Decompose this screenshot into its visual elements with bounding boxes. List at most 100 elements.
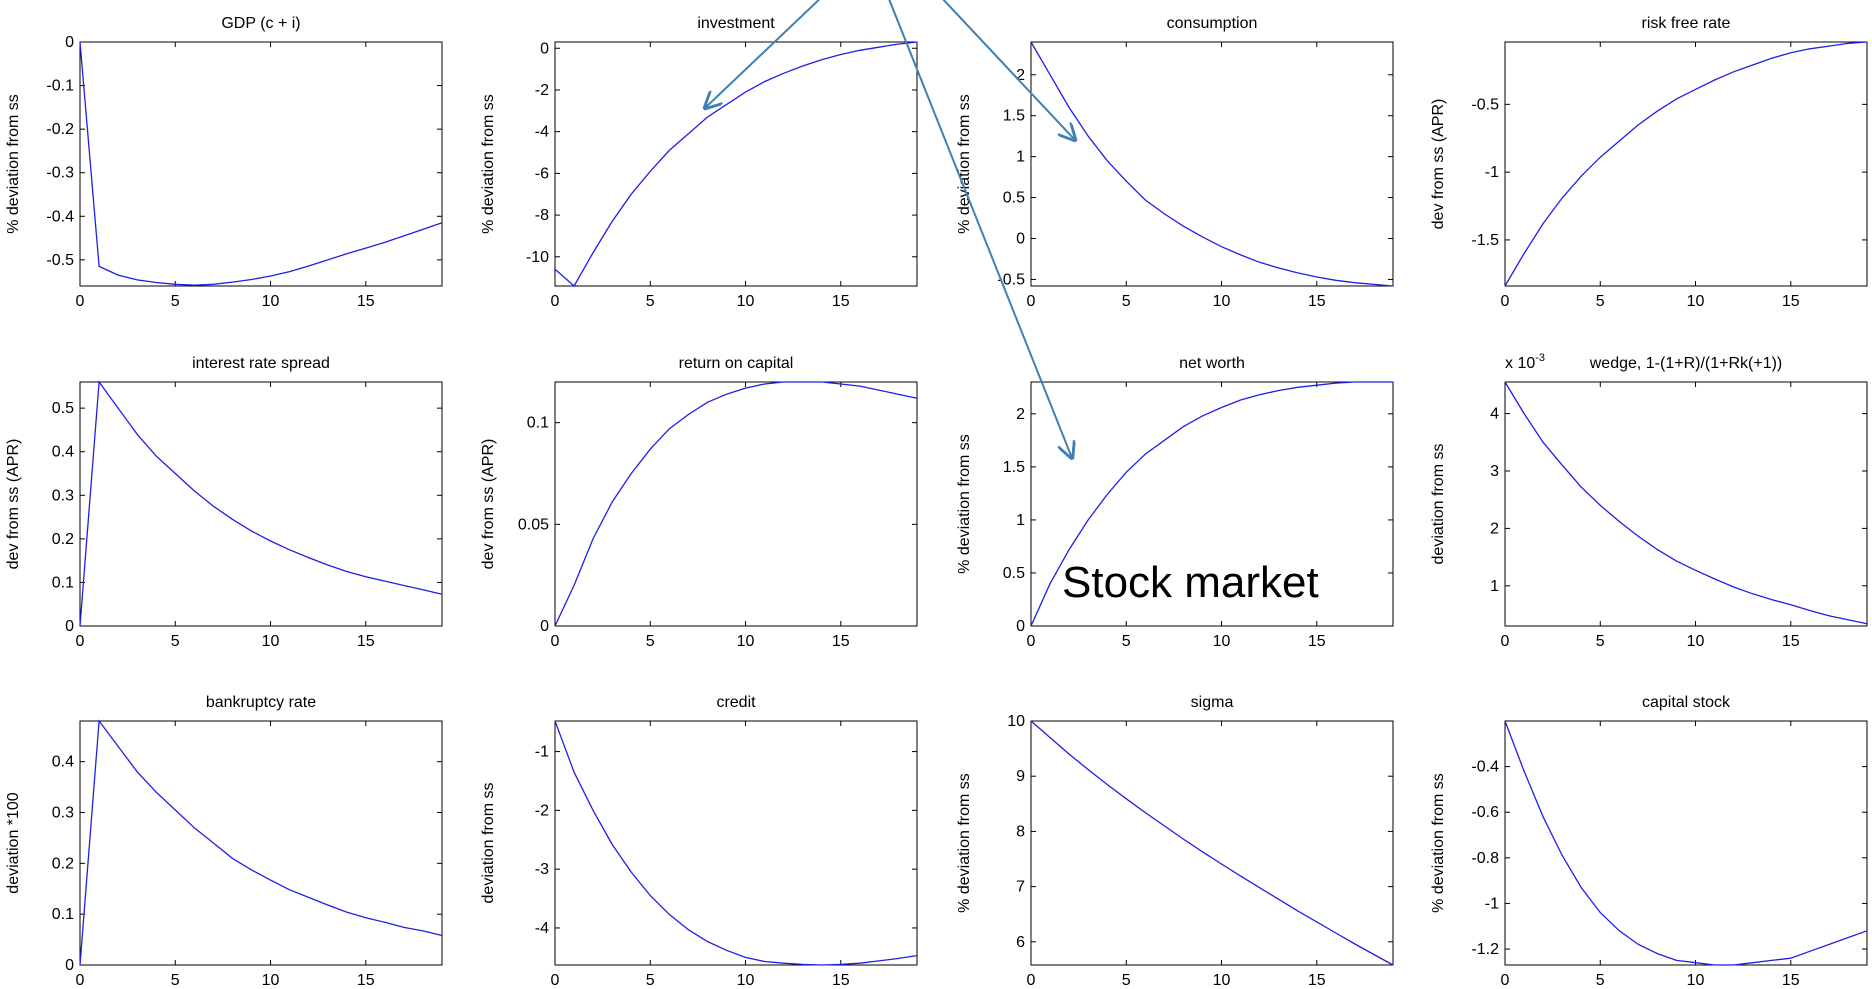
y-tick-label: 0 — [1016, 618, 1025, 635]
y-tick-label: 0.5 — [52, 400, 74, 417]
subplot-title: bankruptcy rate — [206, 694, 316, 711]
scale-factor-label: x 10-3 — [1505, 352, 1545, 372]
x-tick-label: 10 — [737, 972, 755, 989]
y-tick-label: 1 — [1016, 149, 1025, 166]
y-tick-label: 0.1 — [527, 415, 549, 432]
series-line — [1504, 720, 1868, 966]
y-tick-label: 0.1 — [52, 906, 74, 923]
x-tick-label: 0 — [551, 972, 560, 989]
subplot-0: 0 5 10 15 -0.5 -0.4 -0.3 -0.2 -0.1 0 GDP (c + i) % … — [5, 15, 443, 310]
y-tick-label: -0.8 — [1471, 850, 1499, 867]
axes-frame — [79, 41, 443, 287]
x-tick-label: 5 — [646, 633, 655, 650]
x-tick-label: 15 — [1308, 633, 1326, 650]
y-tick-label: 0 — [540, 40, 549, 57]
y-tick-label: -3 — [535, 861, 549, 878]
y-tick-label: 0.3 — [52, 487, 74, 504]
subplot-title: interest rate spread — [192, 355, 330, 372]
x-tick-label: 10 — [737, 293, 755, 310]
y-axis-label: dev from ss (APR) — [5, 439, 22, 570]
x-tick-label: 15 — [1308, 293, 1326, 310]
series-line — [1030, 720, 1394, 966]
y-tick-label: 0.5 — [1003, 565, 1025, 582]
y-tick-label: 4 — [1490, 406, 1499, 423]
subplot-title: capital stock — [1642, 694, 1731, 711]
x-tick-label: 10 — [1687, 633, 1705, 650]
x-tick-label: 15 — [357, 293, 375, 310]
subplot-8: 0 5 10 15 0 0.1 0.2 0.3 0.4 bankruptcy rate deviat… — [5, 694, 443, 989]
y-tick-label: -4 — [535, 920, 549, 937]
x-tick-label: 15 — [1782, 633, 1800, 650]
y-axis-label: dev from ss (APR) — [1430, 99, 1447, 230]
y-tick-label: 1.5 — [1003, 459, 1025, 476]
axes-frame — [1504, 720, 1868, 966]
y-axis-label: % deviation from ss — [956, 434, 973, 574]
y-tick-label: 0.3 — [52, 805, 74, 822]
subplot-10: 0 5 10 15 6 7 8 9 10 sigma % deviation from ss — [956, 694, 1394, 989]
y-axis-label: % deviation from ss — [5, 94, 22, 234]
y-tick-label: -0.5 — [46, 252, 74, 269]
axes-frame — [79, 381, 443, 627]
subplot-5: 0 5 10 15 0 0.05 0.1 return on capital dev from … — [480, 355, 918, 650]
x-tick-label: 15 — [1308, 972, 1326, 989]
y-tick-label: 2 — [1016, 67, 1025, 84]
subplot-title: consumption — [1167, 15, 1258, 32]
x-tick-label: 0 — [76, 293, 85, 310]
x-tick-label: 15 — [832, 293, 850, 310]
x-tick-label: 10 — [262, 972, 280, 989]
y-tick-label: 0.2 — [52, 531, 74, 548]
x-tick-label: 0 — [76, 972, 85, 989]
y-tick-label: 0.5 — [1003, 190, 1025, 207]
y-tick-label: 8 — [1016, 823, 1025, 840]
subplot-title: investment — [697, 15, 775, 32]
subplot-7: 0 5 10 15 1 2 3 4 wedge, 1-(1+R)/(1+Rk(+1)) x 10-… — [1430, 352, 1868, 650]
x-tick-label: 10 — [1213, 633, 1231, 650]
series-line — [554, 41, 918, 288]
x-tick-label: 15 — [1782, 972, 1800, 989]
axes-frame — [554, 381, 918, 627]
y-tick-label: 0.2 — [52, 855, 74, 872]
subplot-11: 0 5 10 15 -1.2 -1 -0.8 -0.6 -0.4 capital stock % d… — [1430, 694, 1868, 989]
axes-frame — [1504, 381, 1868, 627]
series-line — [1504, 41, 1868, 287]
y-axis-label: deviation from ss — [1430, 444, 1447, 565]
y-tick-label: -0.4 — [1471, 759, 1499, 776]
y-tick-label: -1 — [1485, 164, 1499, 181]
y-tick-label: 0.1 — [52, 574, 74, 591]
x-tick-label: 15 — [832, 633, 850, 650]
annotation-layer: Stock market — [705, 0, 1319, 607]
series-line — [1504, 381, 1868, 625]
x-tick-label: 0 — [1501, 633, 1510, 650]
y-tick-label: 0 — [65, 618, 74, 635]
x-tick-label: 5 — [1596, 972, 1605, 989]
y-tick-label: -1 — [535, 744, 549, 761]
subplot-title: sigma — [1191, 694, 1234, 711]
series-line — [554, 720, 918, 966]
subplot-6: 0 5 10 15 0 0.5 1 1.5 2 net worth % deviation from… — [956, 355, 1394, 650]
subplot-title: net worth — [1179, 355, 1245, 372]
y-tick-label: -0.3 — [46, 165, 74, 182]
y-tick-label: 0.05 — [518, 516, 549, 533]
series-line — [79, 41, 443, 286]
x-tick-label: 10 — [1687, 293, 1705, 310]
y-tick-label: -0.5 — [997, 271, 1025, 288]
scale-base: x 10 — [1505, 355, 1535, 372]
x-tick-label: 10 — [1213, 972, 1231, 989]
y-tick-label: -8 — [535, 207, 549, 224]
y-tick-label: 9 — [1016, 768, 1025, 785]
x-tick-label: 5 — [171, 972, 180, 989]
x-tick-label: 10 — [1213, 293, 1231, 310]
y-tick-label: -0.1 — [46, 78, 74, 95]
y-tick-label: -0.6 — [1471, 804, 1499, 821]
x-tick-label: 0 — [76, 633, 85, 650]
subplot-title: return on capital — [679, 355, 794, 372]
series-line — [554, 381, 918, 627]
x-tick-label: 0 — [1501, 293, 1510, 310]
y-tick-label: 1 — [1490, 578, 1499, 595]
y-axis-label: % deviation from ss — [956, 94, 973, 234]
axes-frame — [1030, 381, 1394, 627]
y-axis-label: dev from ss (APR) — [480, 439, 497, 570]
